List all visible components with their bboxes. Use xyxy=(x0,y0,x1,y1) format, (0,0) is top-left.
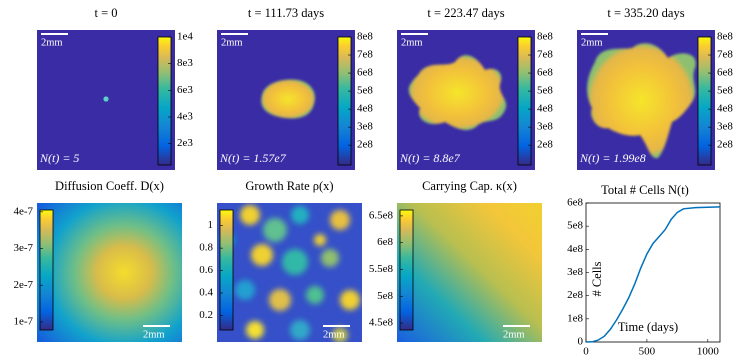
x-tick-label: 0 xyxy=(583,346,589,358)
scale-label: 2mm xyxy=(221,37,243,48)
y-tick-label: 0 xyxy=(578,336,584,348)
colorbar xyxy=(517,36,532,166)
cell-count: N(t) = 1.57e7 xyxy=(219,151,287,165)
colorbar-tick-label: 4e8 xyxy=(537,103,553,115)
scale-label: 2mm xyxy=(503,329,525,340)
colorbar-tick-label: 5e8 xyxy=(377,290,393,302)
colorbar-tick-label: 6e3 xyxy=(177,84,193,96)
colorbar-tick-label: 7e8 xyxy=(357,49,373,61)
colorbar-tick-label: 4e8 xyxy=(357,103,373,115)
colorbar-tick-label: 7e8 xyxy=(537,49,553,61)
panel-title: t = 335.20 days xyxy=(607,6,684,20)
panel-title: Diffusion Coeff. D(x) xyxy=(55,179,164,193)
colorbar-tick-label: 0.2 xyxy=(199,309,213,321)
colorbar-tick-label: 5e8 xyxy=(717,85,733,97)
x-axis-label: Time (days) xyxy=(618,320,678,334)
scale-label: 2mm xyxy=(401,37,423,48)
tumor xyxy=(587,43,696,159)
colorbar xyxy=(39,209,54,331)
cells-line xyxy=(585,206,721,343)
cell-count: N(t) = 1.99e8 xyxy=(579,151,646,165)
colorbar xyxy=(157,36,172,166)
scale-label: 2mm xyxy=(41,37,63,48)
colorbar-tick-label: 4e3 xyxy=(177,111,193,123)
x-tick-label: 1000 xyxy=(697,346,720,358)
y-tick-label: 4e8 xyxy=(567,243,583,255)
cell-count: N(t) = 8.8e7 xyxy=(399,151,461,165)
cell-count: N(t) = 5 xyxy=(39,151,79,165)
colorbar-tick-label: 8e8 xyxy=(537,31,553,43)
panel-title: t = 111.73 days xyxy=(248,6,324,20)
y-tick-label: 2e8 xyxy=(567,289,583,301)
field-image xyxy=(397,203,542,342)
colorbar xyxy=(399,209,414,331)
colorbar-tick-label: 0.6 xyxy=(199,264,213,276)
colorbar-tick-label: 8e8 xyxy=(717,31,733,43)
colorbar-tick-label: 8e8 xyxy=(357,31,373,43)
colorbar-tick-label: 3e8 xyxy=(717,121,733,133)
colorbar-tick-label: 3e-7 xyxy=(13,242,33,254)
colorbar-tick-label: 5e8 xyxy=(357,85,373,97)
colorbar-tick-label: 5.5e8 xyxy=(369,263,394,275)
y-tick-label: 5e8 xyxy=(567,220,583,232)
colorbar-tick-label: 0.4 xyxy=(199,287,213,299)
scale-label: 2mm xyxy=(581,37,603,48)
colorbar-tick-label: 6e8 xyxy=(377,236,393,248)
panel-title: Carrying Cap. κ(x) xyxy=(422,179,517,193)
tumor xyxy=(261,79,316,119)
panel-title: t = 223.47 days xyxy=(427,6,504,20)
colorbar-tick-label: 8e3 xyxy=(177,57,193,69)
colorbar xyxy=(697,36,712,166)
tumor-seed xyxy=(103,96,109,102)
colorbar-tick-label: 7e8 xyxy=(717,49,733,61)
colorbar-tick-label: 6e8 xyxy=(357,67,373,79)
colorbar-tick-label: 6e8 xyxy=(537,67,553,79)
y-axis-label: # Cells xyxy=(590,261,604,296)
colorbar-tick-label: 2e8 xyxy=(537,139,553,151)
colorbar-tick-label: 2e3 xyxy=(177,137,193,149)
colorbar-tick-label: 3e8 xyxy=(537,121,553,133)
scale-label: 2mm xyxy=(323,329,345,340)
y-tick-label: 3e8 xyxy=(567,266,583,278)
x-tick-label: 500 xyxy=(639,346,656,358)
images xyxy=(37,30,715,342)
field-image xyxy=(37,203,182,342)
colorbar-tick-label: 4.5e8 xyxy=(369,317,394,329)
scale-label: 2mm xyxy=(143,329,165,340)
colorbar-tick-label: 3e8 xyxy=(357,121,373,133)
colorbar-tick-label: 4e-7 xyxy=(13,205,33,217)
colorbar-tick-label: 6e8 xyxy=(717,67,733,79)
colorbar-tick-label: 2e8 xyxy=(357,139,373,151)
panel-title: Growth Rate ρ(x) xyxy=(245,179,333,193)
colorbar-tick-label: 6.5e8 xyxy=(369,209,394,221)
colorbar-tick-label: 1e-7 xyxy=(13,315,33,327)
colorbar xyxy=(219,209,234,331)
tumor xyxy=(408,55,507,131)
colorbar-tick-label: 2e-7 xyxy=(13,279,33,291)
field-image xyxy=(217,203,362,342)
panel-title: Total # Cells N(t) xyxy=(601,183,689,197)
y-tick-label: 1e8 xyxy=(567,312,583,324)
colorbar-tick-label: 1 xyxy=(208,219,214,231)
colorbar-tick-label: 2e8 xyxy=(717,139,733,151)
colorbar-tick-label: 5e8 xyxy=(537,85,553,97)
colorbar-tick-label: 0.8 xyxy=(199,242,213,254)
y-tick-label: 6e8 xyxy=(567,197,583,209)
colorbar xyxy=(337,36,352,166)
colorbar-tick-label: 4e8 xyxy=(717,103,733,115)
panel-title: t = 0 xyxy=(94,6,117,20)
colorbar-tick-label: 1e4 xyxy=(177,31,193,43)
